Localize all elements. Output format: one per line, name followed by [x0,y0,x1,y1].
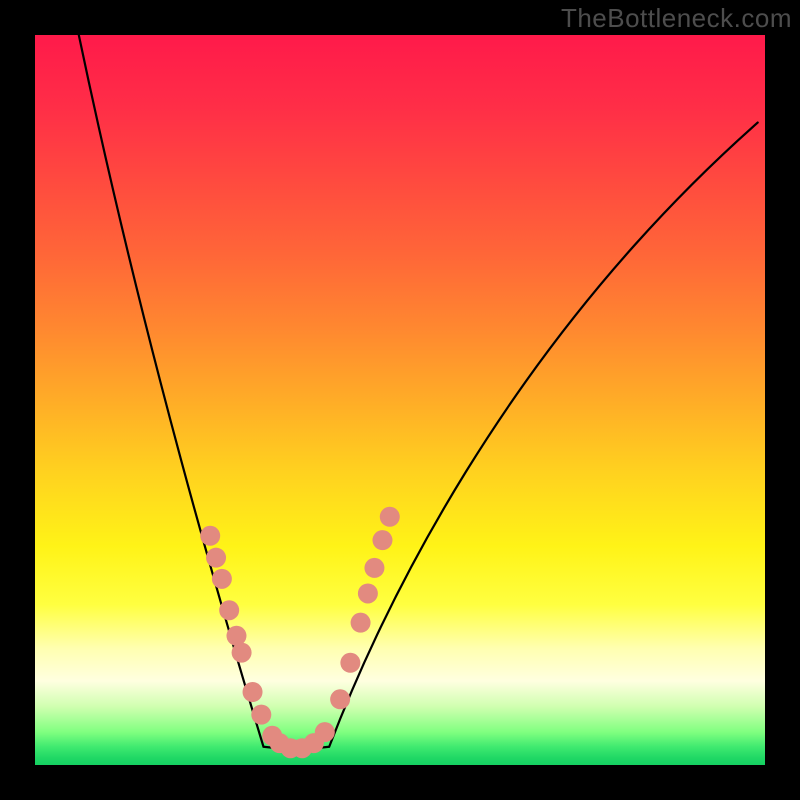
data-marker [251,705,271,725]
data-marker [340,653,360,673]
watermark-text: TheBottleneck.com [561,3,792,34]
chart-viewport: TheBottleneck.com [0,0,800,800]
plot-svg [35,35,765,765]
data-marker [358,583,378,603]
data-marker [206,548,226,568]
gradient-background [35,35,765,765]
data-marker [200,526,220,546]
data-marker [364,558,384,578]
data-marker [232,643,252,663]
plot-area [35,35,765,765]
data-marker [372,530,392,550]
data-marker [315,722,335,742]
data-marker [380,507,400,527]
data-marker [219,600,239,620]
data-marker [351,613,371,633]
data-marker [212,569,232,589]
data-marker [243,682,263,702]
data-marker [330,689,350,709]
